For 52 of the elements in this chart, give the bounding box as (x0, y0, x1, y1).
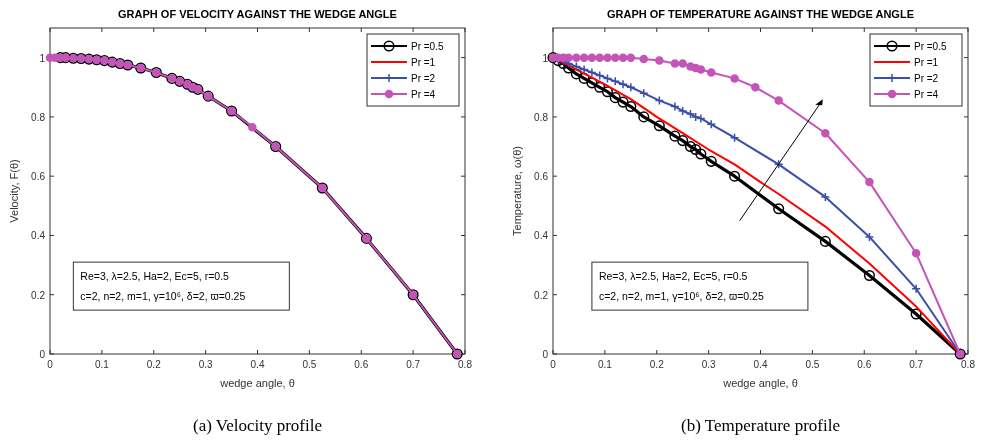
text: (b) Temperature profile (681, 416, 840, 435)
x-tick-label: 0.4 (753, 359, 768, 370)
y-tick-label: 0.2 (534, 289, 549, 301)
y-tick-label: 0.4 (31, 230, 46, 242)
x-tick-label: 0.5 (805, 359, 820, 370)
y-tick-label: 0.6 (31, 171, 46, 183)
x-tick-label: 0.5 (302, 359, 317, 370)
annotation: Re=3, λ=2.5, Ha=2, Ec=5, r=0.5 (598, 270, 748, 283)
legend-label: Pr =2 (914, 73, 939, 84)
annotation: c=2, n=2, m=1, γ=10⁶, δ=2, ϖ=0.25 (80, 290, 246, 303)
x-axis-title: wedge angle, θ (219, 377, 295, 389)
y-tick-label: 0.8 (534, 111, 549, 123)
x-tick-label: 0.3 (198, 359, 214, 370)
parameter-box: Re=3, λ=2.5, Ha=2, Ec=5, r=0.5 c=2, n=2, m=1, γ=10⁶, δ=2, ϖ=0.25 (72, 261, 290, 311)
y-tick-label: 0.4 (534, 230, 549, 242)
chart-title: GRAPH OF TEMPERATURE AGAINST THE WEDGE ANGLE (607, 8, 914, 20)
y-tick-label: 0.8 (31, 111, 46, 123)
y-tick-label: 1 (542, 52, 549, 64)
x-tick-label: 0.3 (701, 359, 717, 370)
legend-label: Pr =2 (411, 73, 436, 84)
x-tick-label: 0 (550, 359, 557, 370)
x-tick-label: 0.2 (649, 359, 665, 370)
annotation: Re=3, λ=2.5, Ha=2, Ec=5, r=0.5 (80, 270, 230, 283)
y-axis-title: Temperature, ω(θ) (511, 146, 523, 236)
x-axis-title: wedge angle, θ (722, 377, 798, 389)
parameter-box: Re=3, λ=2.5, Ha=2, Ec=5, r=0.5 c=2, n=2, m=1, γ=10⁶, δ=2, ϖ=0.25 (591, 261, 809, 311)
legend-label: Pr =4 (914, 89, 939, 100)
legend-label: Pr =0.5 (914, 41, 947, 52)
y-tick-label: 1 (39, 52, 46, 64)
x-tick-label: 0 (47, 359, 54, 370)
y-tick-label: 0 (39, 349, 46, 360)
x-tick-label: 0.8 (961, 359, 976, 370)
legend-label: Pr =0.5 (411, 41, 444, 52)
x-tick-label: 0.1 (94, 359, 110, 370)
x-tick-label: 0.1 (597, 359, 613, 370)
y-tick-label: 0.2 (31, 289, 46, 301)
y-tick-label: 0.6 (534, 171, 549, 183)
x-tick-label: 0.2 (146, 359, 162, 370)
annotation: c=2, n=2, m=1, γ=10⁶, δ=2, ϖ=0.25 (598, 290, 764, 303)
x-tick-label: 0.4 (250, 359, 265, 370)
text: (a) Velocity profile (192, 416, 323, 435)
y-axis-title: Velocity, F(θ) (8, 159, 20, 223)
x-tick-label: 0.7 (406, 359, 421, 370)
chart-title: GRAPH OF VELOCITY AGAINST THE WEDGE ANGLE (118, 8, 397, 20)
y-tick-label: 0 (542, 349, 549, 360)
legend-label: Pr =1 (914, 57, 939, 68)
x-tick-label: 0.8 (458, 359, 473, 370)
legend-label: Pr =4 (411, 89, 436, 100)
x-tick-label: 0.7 (909, 359, 924, 370)
x-tick-label: 0.6 (857, 359, 872, 370)
legend-label: Pr =1 (411, 57, 436, 68)
x-tick-label: 0.6 (354, 359, 369, 370)
